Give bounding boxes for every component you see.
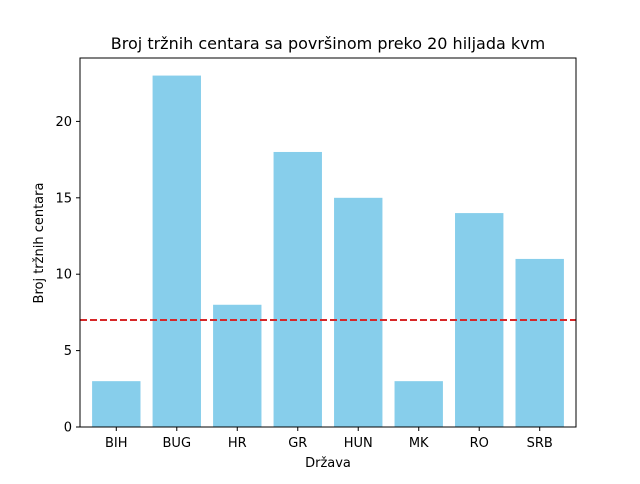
y-tick-label: 5	[64, 344, 72, 359]
bar-mk	[394, 381, 443, 427]
y-axis-ticks: 0 5 10 15 20	[55, 115, 80, 436]
x-tick-label: MK	[409, 436, 429, 451]
x-tick-label: HUN	[344, 436, 373, 451]
x-tick-label: BIH	[105, 436, 128, 451]
chart-title: Broj tržnih centara sa površinom preko 2…	[111, 34, 545, 53]
y-tick-label: 15	[55, 191, 72, 206]
x-axis-ticks: BIH BUG HR GR HUN MK RO SRB	[105, 427, 553, 451]
bar-srb	[515, 258, 564, 427]
x-axis-label: Država	[305, 456, 351, 471]
x-tick-label: GR	[288, 436, 307, 451]
x-tick-label: RO	[470, 436, 489, 451]
y-axis-label: Broj tržnih centara	[32, 183, 47, 304]
bar-hun	[334, 197, 383, 427]
bar-gr	[273, 151, 322, 428]
x-tick-label: SRB	[527, 436, 553, 451]
bars-group	[92, 75, 564, 428]
bar-bug	[152, 75, 201, 428]
x-tick-label: BUG	[163, 436, 192, 451]
y-tick-label: 20	[55, 115, 72, 130]
plot-frame	[79, 57, 577, 428]
bar-hr	[213, 304, 262, 427]
y-tick-label: 10	[55, 268, 72, 283]
bar-bih	[92, 381, 141, 427]
y-tick-label: 0	[64, 421, 72, 436]
x-tick-label: HR	[228, 436, 247, 451]
